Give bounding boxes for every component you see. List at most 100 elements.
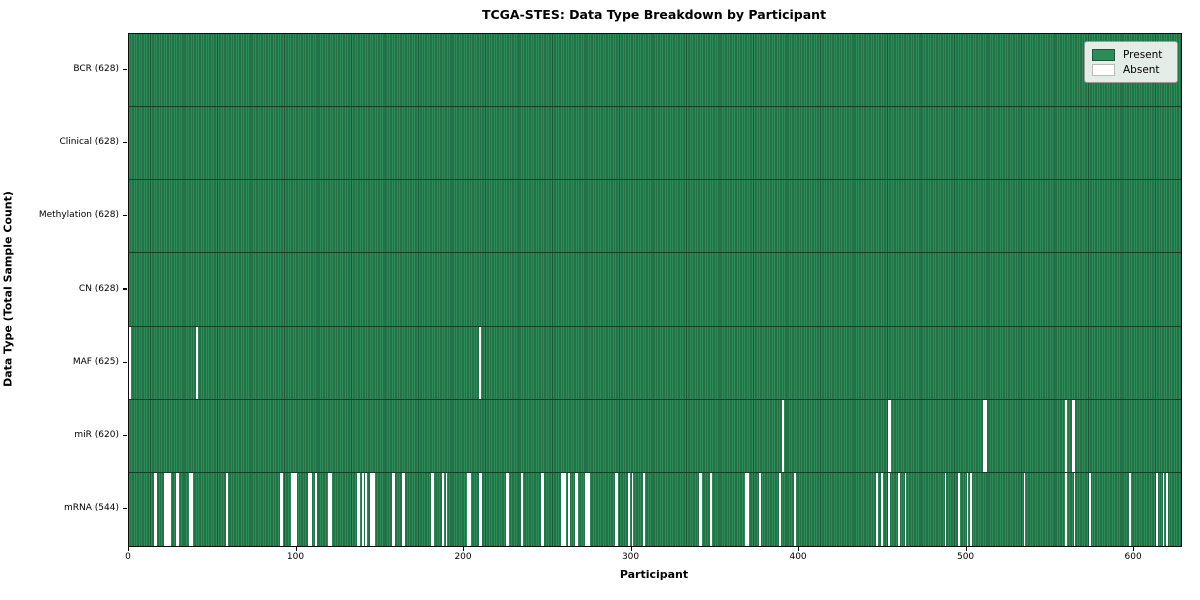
absent-stripe (983, 399, 985, 472)
y-tick-mark (123, 288, 127, 290)
x-tick-mark (1133, 546, 1135, 551)
x-axis-label: Participant (619, 568, 689, 581)
absent-stripe (505, 472, 508, 546)
legend-swatch-absent (1092, 63, 1115, 76)
absent-stripe (356, 472, 359, 546)
absent-stripe (745, 472, 748, 546)
absent-stripe (969, 472, 972, 546)
absent-stripe (794, 472, 796, 546)
absent-stripe (614, 472, 617, 546)
absent-stripe (469, 472, 471, 546)
y-tick-label-BCR: BCR (628) (73, 64, 119, 75)
absent-stripe (175, 472, 178, 546)
absent-stripe (887, 399, 890, 472)
legend-item-present: Present (1092, 47, 1169, 62)
absent-stripe (564, 472, 567, 546)
absent-stripe (562, 472, 565, 546)
x-tick-mark (295, 546, 297, 551)
absent-stripe (164, 472, 166, 546)
absent-stripe (479, 326, 481, 399)
row-CN (129, 253, 1181, 327)
absent-stripe (1129, 472, 1131, 546)
absent-stripe (279, 472, 282, 546)
row-BCR (129, 34, 1181, 108)
absent-stripe (985, 399, 987, 472)
absent-stripe (309, 472, 312, 546)
x-tick-label-100: 100 (286, 552, 305, 562)
legend-item-absent: Absent (1092, 62, 1169, 77)
legend-label-present: Present (1123, 48, 1163, 61)
absent-stripe (442, 472, 444, 546)
legend: Present Absent (1084, 41, 1178, 83)
absent-stripe (586, 472, 588, 546)
legend-swatch-present (1092, 48, 1115, 61)
absent-stripe (778, 472, 781, 546)
absent-stripe (700, 472, 702, 546)
absent-stripe (966, 472, 969, 546)
absent-stripe (371, 472, 374, 546)
x-tick-label-0: 0 (125, 552, 131, 562)
absent-stripe (643, 472, 645, 546)
absent-stripe (129, 326, 131, 399)
absent-stripe (631, 472, 634, 546)
absent-stripe (587, 472, 590, 546)
absent-stripe (576, 472, 578, 546)
absent-stripe (403, 472, 406, 546)
y-tick-mark (123, 361, 127, 363)
row-MAF (129, 326, 1181, 400)
y-tick-label-CN: CN (628) (78, 283, 119, 294)
absent-stripe (165, 472, 168, 546)
x-tick-label-200: 200 (454, 552, 472, 562)
absent-stripe (361, 472, 364, 546)
absent-stripe (887, 472, 890, 546)
absent-stripe (782, 399, 784, 472)
absent-stripe (314, 472, 317, 546)
y-tick-mark (123, 215, 127, 217)
absent-stripe (1073, 399, 1076, 472)
absent-stripe (876, 472, 878, 546)
y-tick-label-Methylation: Methylation (628) (38, 210, 119, 221)
absent-stripe (1165, 472, 1168, 546)
y-tick-label-miR: miR (620) (74, 429, 119, 440)
absent-stripe (507, 472, 510, 546)
absent-stripe (432, 472, 434, 546)
y-tick-mark (123, 507, 127, 510)
absent-stripe (944, 472, 947, 546)
absent-stripe (281, 472, 284, 546)
absent-stripe (196, 326, 198, 399)
row-miR (129, 399, 1181, 473)
y-tick-mark (123, 68, 127, 71)
absent-stripe (1073, 472, 1076, 546)
row-mRNA (129, 472, 1181, 546)
absent-stripe (628, 472, 630, 546)
absent-stripe (479, 472, 481, 546)
y-tick-mark (123, 434, 127, 436)
y-tick-label-MAF: MAF (625) (72, 356, 119, 367)
y-tick-mark (123, 142, 127, 144)
absent-stripe (542, 472, 545, 546)
absent-stripe (293, 472, 295, 546)
absent-stripe (561, 472, 563, 546)
absent-stripe (897, 472, 900, 546)
absent-stripe (881, 472, 883, 546)
absent-stripe (226, 472, 228, 546)
absent-stripe (747, 472, 749, 546)
x-tick-label-400: 400 (789, 552, 807, 562)
absent-stripe (373, 472, 376, 546)
absent-stripe (889, 399, 892, 472)
absent-stripe (1155, 472, 1158, 546)
x-tick-label-300: 300 (621, 552, 640, 562)
absent-stripe (574, 472, 577, 546)
absent-stripe (1072, 399, 1074, 472)
x-tick-mark (965, 546, 967, 551)
x-tick-label-600: 600 (1124, 552, 1142, 562)
absent-stripe (958, 472, 960, 546)
absent-stripe (567, 472, 570, 546)
absent-stripe (904, 472, 907, 546)
absent-stripe (698, 472, 701, 546)
absent-stripe (758, 472, 761, 546)
absent-stripe (308, 472, 310, 546)
absent-stripe (541, 472, 543, 546)
absent-stripe (616, 472, 619, 546)
absent-stripe (392, 472, 394, 546)
